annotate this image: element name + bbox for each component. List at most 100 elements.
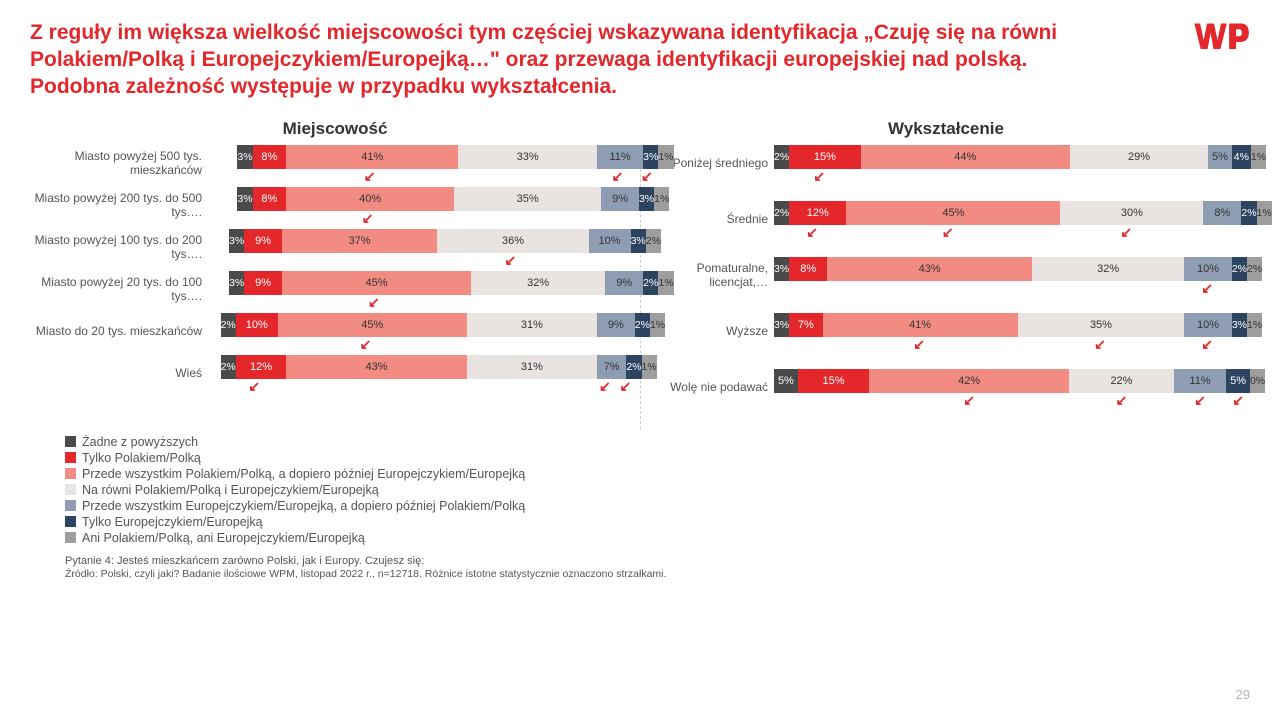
legend-label: Przede wszystkim Europejczykiem/Europejk… xyxy=(82,499,525,513)
bar-segment: 36% xyxy=(437,229,588,253)
sig-arrow-icon: ↙ xyxy=(641,169,653,183)
stacked-bar: 3%9%45%32%9%2%1% xyxy=(208,271,628,295)
legend-label: Przede wszystkim Polakiem/Polką, a dopie… xyxy=(82,467,525,481)
bar-segment: 3% xyxy=(774,257,789,281)
sig-arrow-icon: ↙ xyxy=(913,337,925,351)
legend-swatch xyxy=(65,436,76,447)
bar-segment: 1% xyxy=(1257,201,1272,225)
stacked-bar: 2%12%45%30%8%2%1% xyxy=(774,201,1250,225)
stacked-bar: 3%8%41%33%11%3%1% xyxy=(208,145,628,169)
bar-segment: 41% xyxy=(286,145,458,169)
sig-arrow-icon: ↙ xyxy=(813,169,825,183)
footnote-question: Pytanie 4: Jesteś mieszkańcem zarówno Po… xyxy=(65,555,1250,568)
sig-arrow-icon: ↙ xyxy=(505,253,517,267)
bar-segment: 9% xyxy=(244,229,282,253)
legend-swatch xyxy=(65,484,76,495)
legend-item: Tylko Polakiem/Polką xyxy=(65,451,1250,465)
bar-segment: 8% xyxy=(789,257,827,281)
bar-segment: 8% xyxy=(253,187,287,211)
bar-segment: 45% xyxy=(278,313,467,337)
bar-segment: 0% xyxy=(1250,369,1265,393)
bar-label: Wolę nie podawać xyxy=(648,381,774,394)
sig-arrow-icon: ↙ xyxy=(362,211,374,225)
bar-row: Miasto powyżej 20 tys. do 100 tys….3%9%4… xyxy=(30,271,628,309)
page-title: Z reguły im większa wielkość miejscowośc… xyxy=(30,20,1100,101)
bar-segment: 2% xyxy=(221,313,236,337)
stacked-bar: 3%8%43%32%10%2%2% xyxy=(774,257,1250,281)
chart-miejscowosc: Miejscowość Miasto powyżej 500 tys. mies… xyxy=(30,119,640,429)
bar-label: Wieś xyxy=(30,367,208,380)
bar-segment: 3% xyxy=(237,145,252,169)
bar-segment: 35% xyxy=(454,187,601,211)
sig-arrow-icon: ↙ xyxy=(599,379,611,393)
bar-segment: 3% xyxy=(631,229,646,253)
bar-segment: 2% xyxy=(643,271,658,295)
legend-label: Na równi Polakiem/Polką i Europejczykiem… xyxy=(82,483,379,497)
bar-row: Wolę nie podawać5%15%42%22%11%5%0%↙↙↙↙ xyxy=(648,369,1250,407)
bar-label: Wyższe xyxy=(648,325,774,338)
bar-segment: 15% xyxy=(798,369,869,393)
bar-segment: 12% xyxy=(236,355,286,379)
stacked-bar: 2%10%45%31%9%2%1% xyxy=(208,313,628,337)
footnote: Pytanie 4: Jesteś mieszkańcem zarówno Po… xyxy=(30,555,1250,581)
bar-row: Miasto powyżej 500 tys. mieszkańców3%8%4… xyxy=(30,145,628,183)
bar-segment: 7% xyxy=(597,355,626,379)
bar-row: Pomaturalne, licencjat,…3%8%43%32%10%2%2… xyxy=(648,257,1250,295)
bar-segment: 1% xyxy=(1251,145,1266,169)
legend-swatch xyxy=(65,500,76,511)
bar-segment: 2% xyxy=(774,145,789,169)
bar-segment: 29% xyxy=(1070,145,1208,169)
legend-label: Ani Polakiem/Polką, ani Europejczykiem/E… xyxy=(82,531,365,545)
bar-segment: 2% xyxy=(635,313,650,337)
bar-segment: 2% xyxy=(1247,257,1262,281)
bar-label: Średnie xyxy=(648,213,774,226)
sig-arrow-icon: ↙ xyxy=(963,393,975,407)
legend-swatch xyxy=(65,516,76,527)
bar-segment: 3% xyxy=(237,187,252,211)
sig-arrow-icon: ↙ xyxy=(1120,225,1132,239)
bar-segment: 32% xyxy=(471,271,605,295)
bar-segment: 1% xyxy=(658,145,673,169)
bar-segment: 40% xyxy=(286,187,454,211)
bar-segment: 3% xyxy=(1232,313,1247,337)
stacked-bar: 2%12%43%31%7%2%1% xyxy=(208,355,628,379)
bar-row: Miasto powyżej 200 tys. do 500 tys….3%8%… xyxy=(30,187,628,225)
bar-segment: 32% xyxy=(1032,257,1184,281)
legend-item: Przede wszystkim Europejczykiem/Europejk… xyxy=(65,499,1250,513)
bar-row: Wieś2%12%43%31%7%2%1%↙↙↙ xyxy=(30,355,628,393)
bar-segment: 4% xyxy=(1232,145,1251,169)
bar-segment: 11% xyxy=(597,145,643,169)
bar-row: Średnie2%12%45%30%8%2%1%↙↙↙ xyxy=(648,201,1250,239)
bar-segment: 3% xyxy=(229,271,244,295)
bar-segment: 2% xyxy=(221,355,236,379)
bar-segment: 5% xyxy=(1226,369,1250,393)
bar-segment: 9% xyxy=(244,271,282,295)
bar-segment: 5% xyxy=(774,369,798,393)
sig-arrow-icon: ↙ xyxy=(620,379,632,393)
page-number: 29 xyxy=(1236,687,1250,702)
bar-label: Miasto do 20 tys. mieszkańców xyxy=(30,325,208,338)
bar-segment: 9% xyxy=(601,187,639,211)
stacked-bar: 2%15%44%29%5%4%1% xyxy=(774,145,1250,169)
bar-segment: 15% xyxy=(789,145,860,169)
legend-item: Żadne z powyższych xyxy=(65,435,1250,449)
sig-arrow-icon: ↙ xyxy=(1201,337,1213,351)
bar-segment: 10% xyxy=(589,229,631,253)
bar-segment: 2% xyxy=(1241,201,1256,225)
sig-arrow-icon: ↙ xyxy=(806,225,818,239)
wp-logo xyxy=(1192,20,1250,60)
bar-segment: 2% xyxy=(774,201,789,225)
bar-label: Miasto powyżej 20 tys. do 100 tys…. xyxy=(30,276,208,303)
bar-segment: 22% xyxy=(1069,369,1174,393)
bar-segment: 41% xyxy=(823,313,1018,337)
legend: Żadne z powyższych Tylko Polakiem/Polką Pr… xyxy=(30,435,1250,545)
sig-arrow-icon: ↙ xyxy=(1194,393,1206,407)
sig-arrow-icon: ↙ xyxy=(1232,393,1244,407)
stacked-bar: 3%7%41%35%10%3%1% xyxy=(774,313,1250,337)
chart-right-title: Wykształcenie xyxy=(642,119,1250,139)
bar-label: Miasto powyżej 100 tys. do 200 tys…. xyxy=(30,234,208,261)
bar-segment: 31% xyxy=(467,355,597,379)
bar-segment: 3% xyxy=(643,145,658,169)
sig-arrow-icon: ↙ xyxy=(360,337,372,351)
bar-segment: 8% xyxy=(253,145,287,169)
